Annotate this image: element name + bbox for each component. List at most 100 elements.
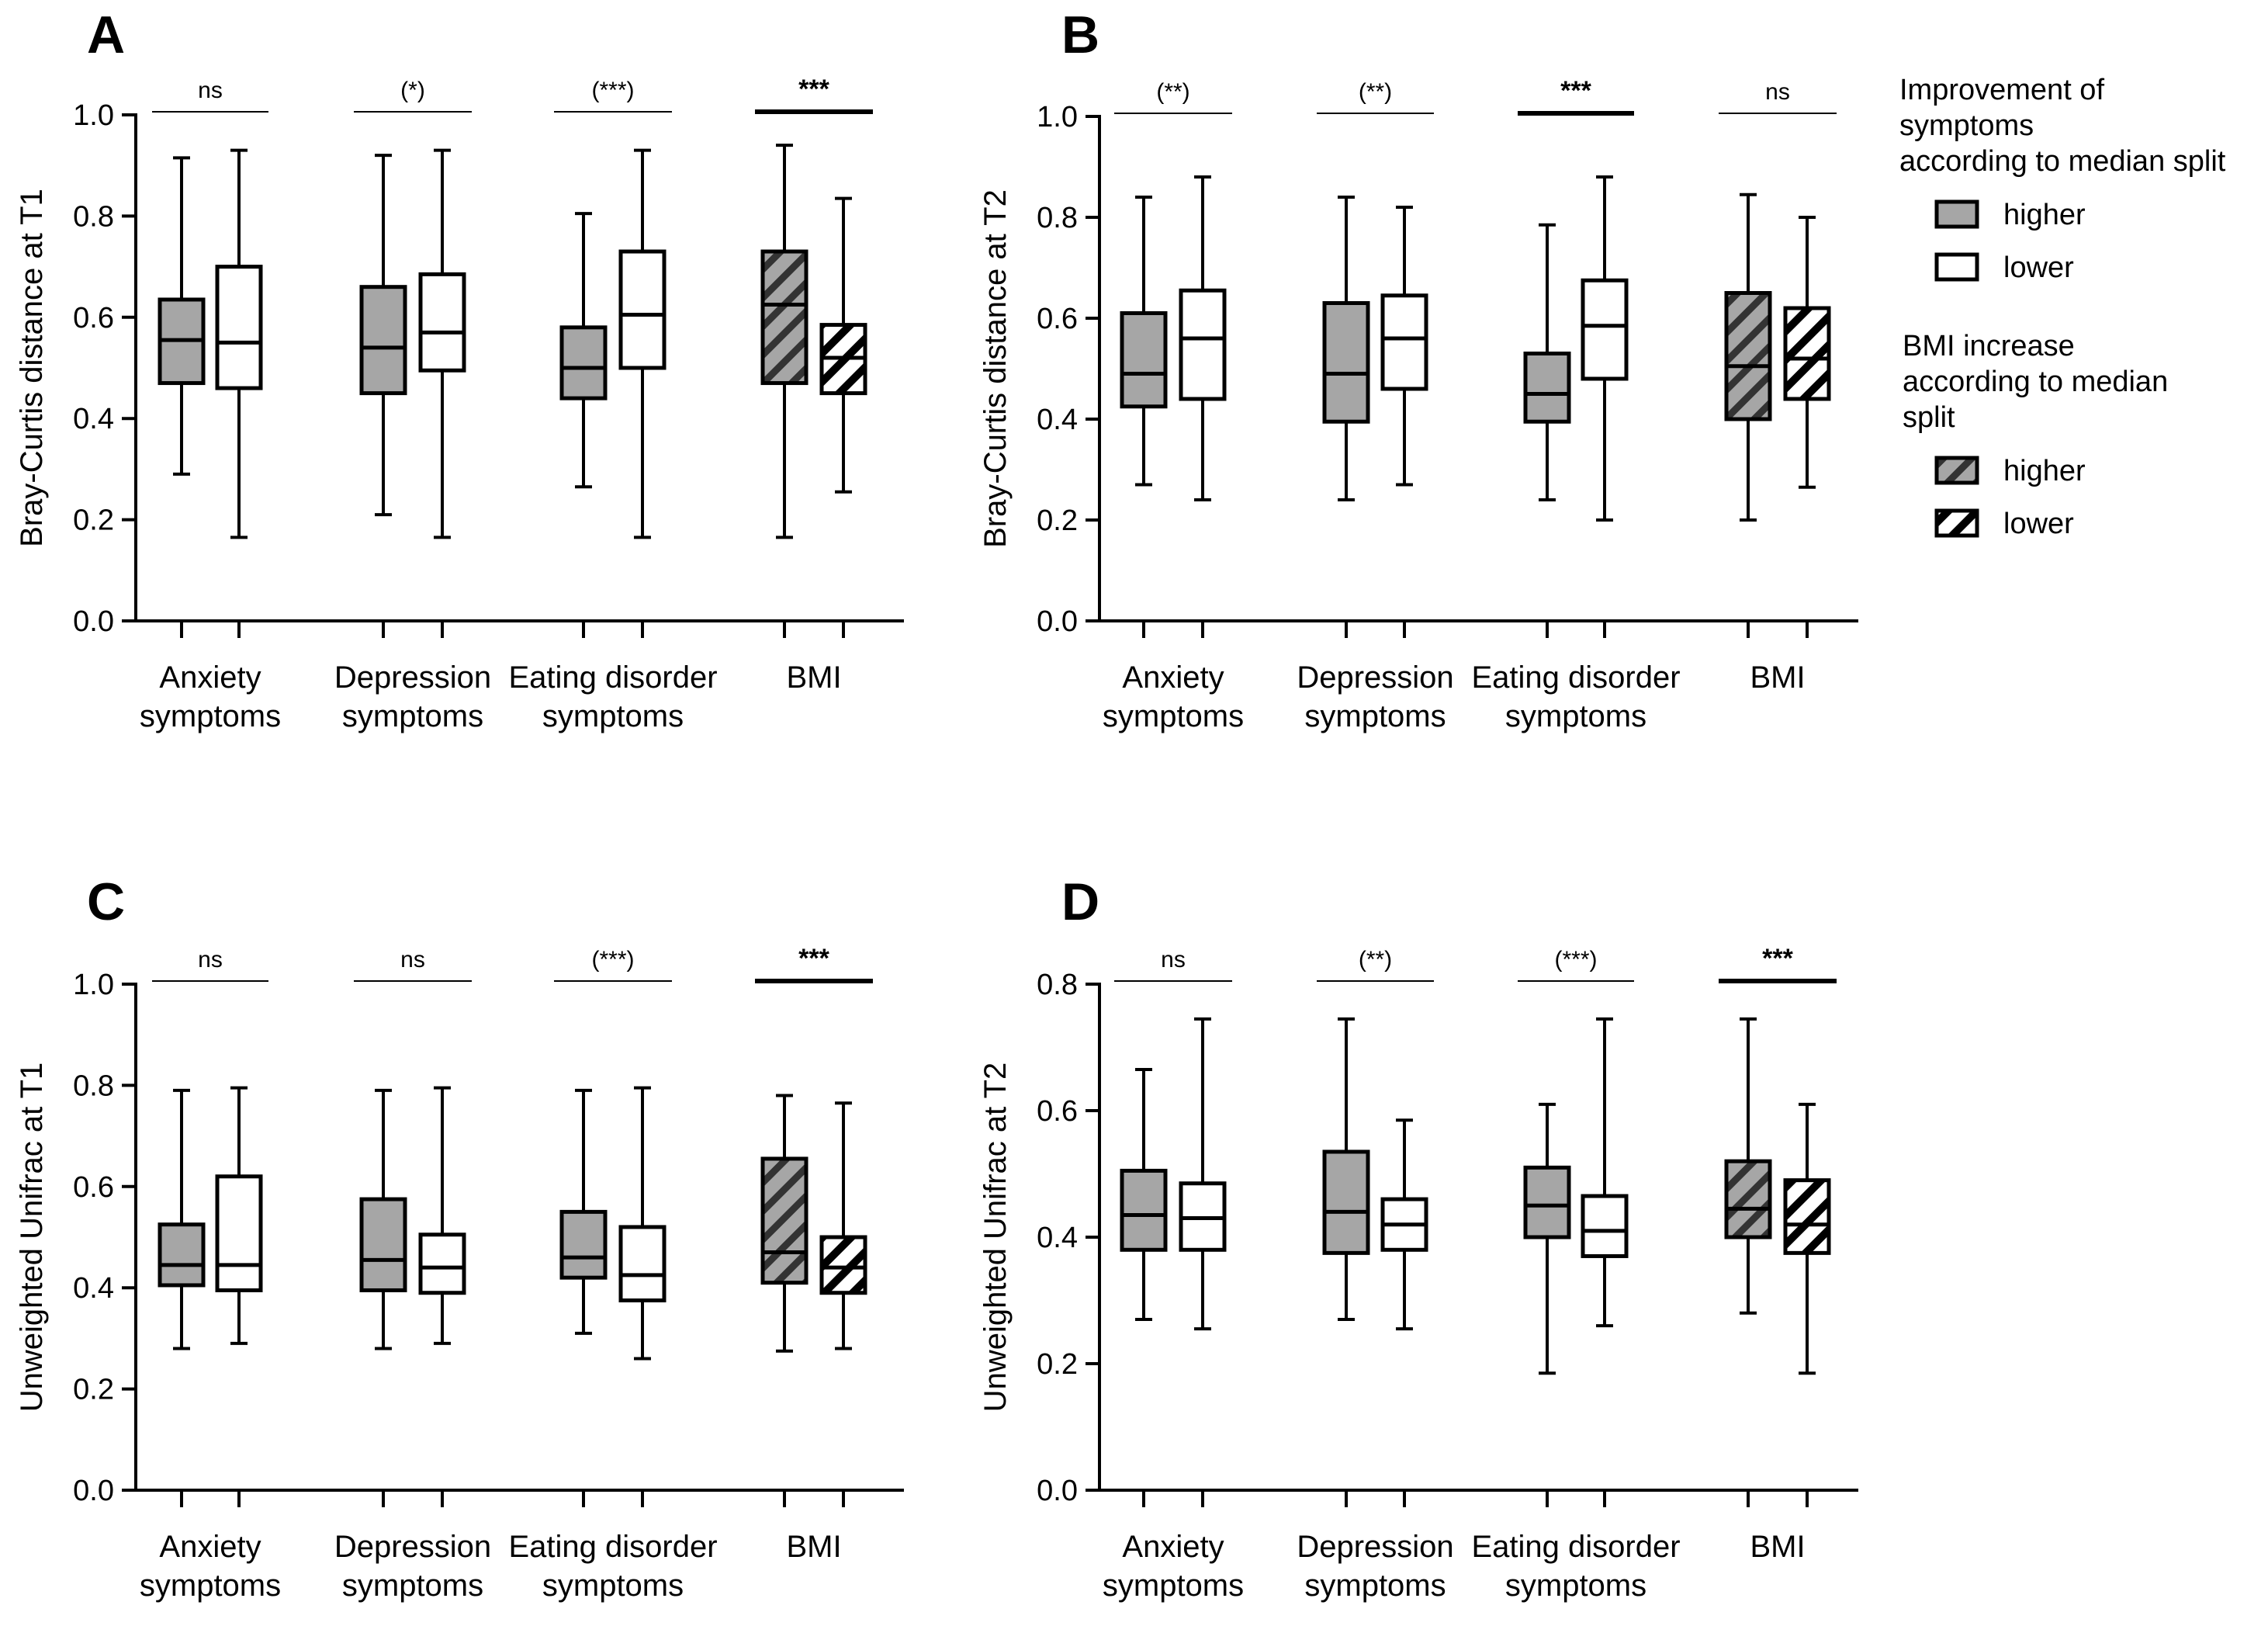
box-b-g1-higher-iqr (1322, 301, 1370, 424)
box-b-g2-lower-iqr (1581, 278, 1629, 381)
box-a-g1-lower-iqr (418, 272, 466, 373)
box-c-g2-higher (559, 1088, 608, 1335)
box-c-g0-lower-iqr (215, 1174, 263, 1292)
y-tick-label-a-1: 0.2 (73, 504, 114, 537)
box-a-g1-lower (418, 148, 466, 539)
y-tick-label-a-3: 0.6 (73, 302, 114, 335)
box-d-g3-lower (1783, 1102, 1831, 1375)
panels: A Bray-Curtis distance at T1 0.0 0.2 0.4 0.6 0… (15, 5, 1858, 1603)
box-c-g1-lower (418, 1086, 466, 1345)
box-d-g0-higher-iqr (1120, 1168, 1168, 1252)
x-label-d-g3-0: BMI (1750, 1530, 1805, 1564)
x-label-a-g1-0: Depression (334, 660, 491, 695)
y-tick-label-b-2: 0.4 (1037, 404, 1078, 436)
x-label-a-g2-1: symptoms (542, 699, 684, 733)
x-label-c-g1-0: Depression (334, 1530, 491, 1564)
y-tick-label-b-3: 0.6 (1037, 303, 1078, 335)
legend-label-bmi-higher: higher (2003, 455, 2086, 487)
legend-swatch-lower (1934, 252, 1979, 282)
box-a-g3-higher (760, 144, 809, 539)
y-tick-label-b-1: 0.2 (1037, 504, 1078, 537)
box-a-g2-higher-iqr (559, 325, 608, 400)
x-label-c-g1-1: symptoms (342, 1569, 483, 1603)
box-d-g0-higher (1120, 1068, 1168, 1321)
box-c-g0-lower (215, 1086, 263, 1345)
y-tick-label-a-2: 0.4 (73, 403, 114, 435)
sig-label-d-g0: ns (1161, 947, 1186, 972)
y-tick-label-c-0: 0.0 (73, 1475, 114, 1507)
sig-label-c-g1: ns (400, 947, 425, 972)
sig-label-d-g1: (**) (1359, 947, 1392, 972)
x-label-b-g0-1: symptoms (1103, 699, 1244, 733)
box-c-g1-higher-iqr (359, 1197, 407, 1292)
box-b-g3-higher-iqr (1724, 291, 1772, 421)
box-a-g0-higher (158, 156, 206, 476)
x-label-c-g3-0: BMI (786, 1530, 841, 1564)
box-b-g1-higher (1322, 196, 1370, 501)
x-label-a-g3-0: BMI (786, 660, 841, 695)
y-tick-label-c-4: 0.8 (73, 1070, 114, 1102)
sig-label-a-g0: ns (198, 78, 223, 103)
sig-label-b-g1: (**) (1359, 79, 1392, 105)
x-label-a-g1-1: symptoms (342, 699, 483, 733)
box-d-g1-lower (1380, 1118, 1428, 1331)
x-label-d-g1-0: Depression (1297, 1530, 1453, 1564)
y-axis-label-d: Unweighted Unifrac at T2 (978, 1063, 1013, 1413)
y-tick-label-c-5: 1.0 (73, 969, 114, 1001)
panel-label-c: C (87, 872, 125, 931)
box-b-g1-lower-iqr (1380, 293, 1428, 391)
box-d-g2-higher-iqr (1523, 1165, 1571, 1239)
box-b-g0-lower (1179, 175, 1227, 501)
box-c-g2-lower-iqr (618, 1225, 667, 1302)
box-c-g3-higher-iqr (760, 1156, 809, 1285)
legend-swatch-bmi-higher (1934, 456, 1979, 485)
panel-label-a: A (87, 5, 125, 64)
box-a-g0-lower (215, 148, 263, 539)
panel-label-b: B (1061, 5, 1099, 64)
panel-c: C Unweighted Unifrac at T1 0.0 0.2 0.4 0.6 0.8… (15, 872, 904, 1603)
box-b-g0-higher (1120, 196, 1168, 487)
panel-b: B Bray-Curtis distance at T2 0.0 0.2 0.4 0.6 0… (978, 5, 1858, 733)
x-label-d-g2-1: symptoms (1505, 1569, 1646, 1603)
box-c-g3-lower (819, 1101, 867, 1350)
box-a-g1-higher-iqr (359, 285, 407, 396)
y-tick-label-a-5: 1.0 (73, 99, 114, 132)
box-b-g3-lower (1783, 216, 1831, 489)
x-label-b-g2-0: Eating disorder (1471, 660, 1680, 695)
box-c-g2-lower (618, 1086, 667, 1361)
box-b-g2-lower (1581, 175, 1629, 522)
x-label-d-g0-0: Anxiety (1122, 1530, 1224, 1564)
legend-symptoms-title-1: Improvement of (1899, 74, 2104, 106)
legend-swatch-higher (1934, 199, 1979, 229)
y-tick-label-c-3: 0.6 (73, 1171, 114, 1204)
x-label-b-g1-1: symptoms (1304, 699, 1446, 733)
box-d-g3-higher-iqr (1724, 1159, 1772, 1239)
y-tick-label-d-1: 0.2 (1037, 1348, 1078, 1381)
sig-label-a-g2: (***) (591, 78, 634, 103)
box-a-g3-higher-iqr (760, 249, 809, 386)
box-b-g1-lower (1380, 206, 1428, 487)
legend-bmi-title-3: split (1903, 401, 1955, 434)
y-tick-label-c-2: 0.4 (73, 1272, 114, 1305)
box-d-g1-higher (1322, 1017, 1370, 1321)
box-a-g1-higher (359, 154, 407, 517)
x-label-c-g0-1: symptoms (140, 1569, 281, 1603)
panel-a: A Bray-Curtis distance at T1 0.0 0.2 0.4 0.6 0… (15, 5, 904, 733)
legend-symptoms-title-3: according to median split (1899, 145, 2226, 178)
box-b-g2-higher-iqr (1523, 352, 1571, 424)
box-c-g0-higher-iqr (158, 1222, 206, 1288)
y-tick-label-d-2: 0.4 (1037, 1222, 1078, 1254)
x-label-d-g0-1: symptoms (1103, 1569, 1244, 1603)
sig-label-d-g2: (***) (1554, 947, 1597, 972)
box-b-g0-higher-iqr (1120, 311, 1168, 409)
legend-label-bmi-lower: lower (2003, 508, 2074, 540)
x-label-b-g2-1: symptoms (1505, 699, 1646, 733)
box-d-g0-lower (1179, 1017, 1227, 1331)
sig-label-c-g0: ns (198, 947, 223, 972)
x-label-d-g1-1: symptoms (1304, 1569, 1446, 1603)
sig-label-b-g0: (**) (1156, 79, 1189, 105)
box-c-g3-higher (760, 1094, 809, 1353)
box-c-g2-higher-iqr (559, 1209, 608, 1280)
box-a-g3-lower (819, 196, 867, 494)
